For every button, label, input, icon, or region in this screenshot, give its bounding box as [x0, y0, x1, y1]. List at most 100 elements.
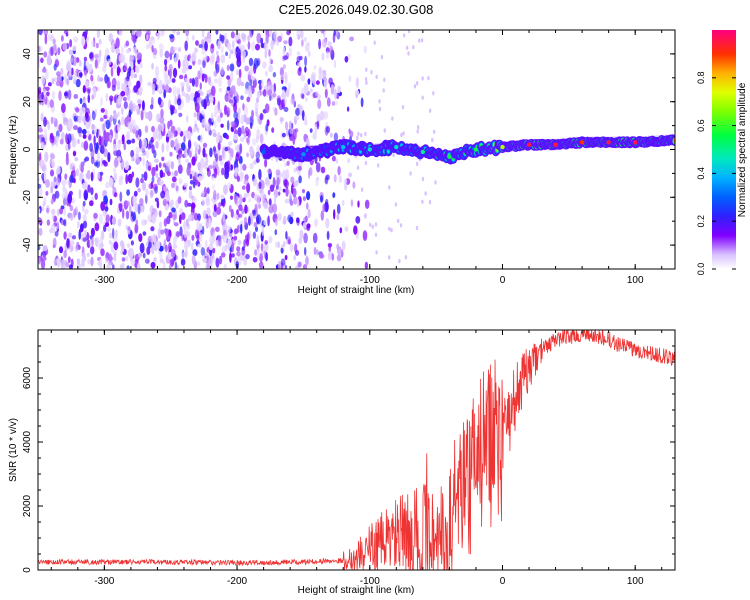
noise-cell — [202, 142, 208, 148]
noise-cell — [173, 46, 178, 51]
noise-cell — [266, 119, 270, 127]
noise-cell — [86, 130, 90, 137]
noise-cell — [260, 243, 264, 252]
noise-cell — [140, 110, 144, 121]
noise-cell — [242, 163, 247, 171]
noise-cell — [155, 240, 161, 250]
noise-cell — [165, 141, 170, 152]
noise-cell — [212, 247, 216, 254]
noise-cell — [105, 131, 110, 143]
noise-cell — [338, 175, 343, 184]
noise-cell — [132, 102, 136, 112]
noise-cell — [137, 203, 141, 215]
noise-cell — [375, 250, 378, 255]
noise-cell — [321, 52, 325, 61]
noise-cell — [307, 169, 311, 179]
noise-cell — [100, 248, 105, 257]
noise-cell — [233, 102, 238, 113]
noise-cell — [360, 97, 364, 108]
noise-cell — [293, 167, 297, 173]
noise-cell — [197, 59, 202, 65]
noise-cell — [378, 99, 381, 104]
noise-cell — [428, 200, 432, 205]
noise-cell — [307, 208, 311, 219]
noise-cell — [427, 76, 430, 81]
noise-cell — [224, 161, 230, 172]
noise-cell — [371, 224, 374, 229]
noise-cell — [208, 256, 213, 267]
noise-cell — [202, 210, 207, 220]
noise-cell — [114, 62, 117, 69]
noise-cell — [189, 186, 192, 191]
noise-cell — [168, 63, 173, 72]
noise-cell — [126, 265, 130, 269]
noise-cell — [177, 127, 181, 134]
noise-cell — [118, 203, 123, 210]
noise-cell — [141, 219, 147, 226]
noise-cell — [169, 119, 173, 127]
snr-x-ticks: -300 -200 -100 0 100 — [50, 330, 663, 587]
noise-cell — [93, 135, 96, 146]
noise-cell — [201, 30, 205, 38]
noise-cell — [90, 227, 95, 237]
noise-cell — [165, 161, 171, 167]
noise-cell — [217, 235, 222, 247]
noise-cell — [236, 94, 240, 103]
noise-cell — [248, 85, 252, 93]
noise-cell — [194, 179, 199, 185]
noise-cell — [117, 218, 122, 227]
noise-cell — [336, 213, 340, 221]
noise-cell — [176, 87, 181, 96]
ridge-point — [606, 140, 611, 145]
noise-cell — [125, 210, 130, 220]
noise-cell — [239, 143, 243, 154]
noise-cell — [349, 130, 354, 138]
noise-cell — [380, 54, 384, 60]
noise-cell — [388, 226, 391, 232]
noise-cell — [155, 141, 159, 149]
noise-cell — [327, 41, 332, 47]
noise-cell — [163, 185, 168, 192]
noise-cell — [112, 264, 115, 269]
noise-cell — [267, 215, 270, 227]
noise-cell — [326, 230, 330, 240]
noise-cell — [123, 142, 126, 151]
noise-cell — [236, 246, 241, 252]
noise-cell — [79, 71, 83, 79]
noise-cell — [333, 59, 337, 69]
noise-cell — [260, 37, 264, 45]
noise-cell — [421, 76, 424, 81]
noise-cell — [205, 194, 210, 205]
noise-cell — [236, 209, 239, 216]
noise-cell — [333, 174, 337, 183]
noise-cell — [318, 252, 324, 259]
noise-cell — [109, 134, 112, 141]
noise-cell — [304, 43, 310, 52]
noise-cell — [233, 133, 238, 141]
noise-cell — [295, 107, 301, 116]
noise-cell — [243, 105, 249, 116]
noise-cell — [45, 179, 50, 188]
noise-cell — [258, 261, 264, 269]
noise-cell — [325, 51, 330, 59]
noise-cell — [164, 190, 170, 202]
noise-cell — [209, 147, 213, 158]
noise-cell — [56, 124, 60, 133]
noise-cell — [164, 64, 168, 72]
noise-cell — [68, 118, 73, 128]
noise-cell — [242, 197, 246, 202]
noise-cell — [433, 129, 436, 134]
noise-cell — [105, 181, 110, 189]
noise-cell — [418, 38, 421, 43]
snr-y-ticks: 0 2000 4000 6000 — [22, 345, 675, 573]
noise-cell — [288, 36, 293, 47]
noise-cell — [125, 174, 129, 185]
noise-cell — [319, 111, 323, 120]
noise-cell — [72, 45, 77, 52]
noise-cell — [197, 213, 201, 222]
noise-cell — [124, 160, 129, 171]
noise-cell — [421, 176, 425, 182]
noise-cell — [127, 226, 131, 231]
noise-cell — [278, 191, 281, 196]
noise-cell — [49, 169, 55, 177]
